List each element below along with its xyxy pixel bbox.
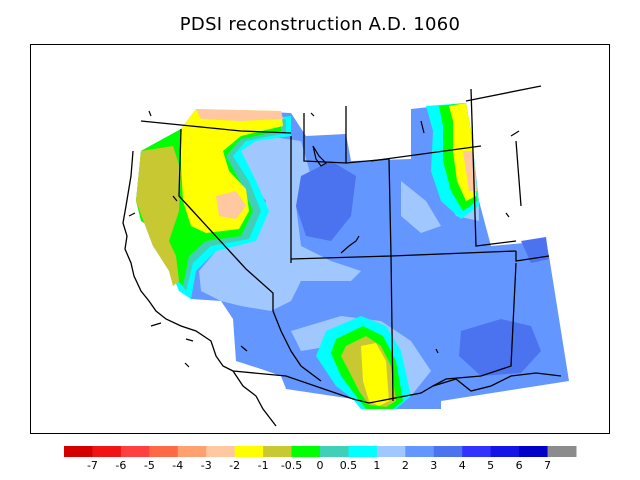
colorbar-bin	[348, 446, 378, 457]
field-dark-blue-1	[296, 161, 356, 241]
colorbar-tick-label: 3	[430, 459, 437, 472]
border-az-nm	[390, 255, 394, 402]
map-panel	[30, 44, 610, 434]
gulf-coast	[272, 310, 322, 382]
pdsi-map	[122, 85, 569, 427]
map-title: PDSI reconstruction A.D. 1060	[179, 14, 461, 35]
colorbar-bin	[405, 446, 435, 457]
colorbar-bin	[490, 446, 520, 457]
colorbar-bin	[64, 446, 93, 457]
colorbar-tick-label: 7	[544, 459, 551, 472]
coastline-west	[122, 150, 234, 372]
border-co-north	[370, 145, 482, 162]
field-light-blue-4	[401, 181, 441, 233]
lake-powell	[340, 235, 360, 254]
field-yellow-left	[181, 109, 283, 233]
border-ok-tx	[515, 251, 550, 262]
colorbar-bin	[234, 446, 264, 457]
field-light-blue-1	[199, 131, 361, 311]
channel-island-3	[240, 345, 248, 352]
field-yellow-south	[361, 343, 389, 406]
border-dakota	[515, 140, 522, 207]
map-water-features	[128, 110, 520, 368]
channel-island-2	[185, 338, 194, 342]
small-lake-3	[505, 212, 510, 218]
border-wy-east	[470, 88, 517, 247]
baja-coast	[232, 370, 277, 427]
colorbar-bin	[177, 446, 207, 457]
field-peach-left	[216, 191, 246, 219]
colorbar-bin	[263, 446, 293, 457]
colorbar-bin	[320, 446, 349, 457]
colorbar-tick-label: -7	[87, 459, 98, 472]
field-dark-blue-2	[459, 319, 541, 376]
colorbar-tick-label: 0	[317, 459, 324, 472]
small-lake-4	[435, 348, 439, 354]
colorbar-tick-label: -1	[258, 459, 269, 472]
colorbar-tick-label: 5	[487, 459, 494, 472]
north-lake-2	[420, 120, 425, 134]
colorbar-tick-label: 6	[516, 459, 523, 472]
map-boundaries	[122, 85, 562, 427]
field-peach-top	[196, 109, 283, 121]
colorbar-tick-label: 4	[459, 459, 466, 472]
field-olive-left	[136, 146, 181, 286]
colorbar-bin	[291, 446, 321, 457]
colorbar-tick-label: -5	[144, 459, 155, 472]
colorbar-bin	[120, 446, 150, 457]
small-lake-2	[184, 362, 190, 368]
channel-island-1	[150, 322, 162, 327]
colorbar-bin	[462, 446, 492, 457]
colorbar-tick-label: -3	[201, 459, 212, 472]
border-north-1	[140, 120, 292, 134]
north-lake-1	[148, 110, 152, 117]
border-ne	[465, 85, 542, 102]
colorbar-bin	[547, 446, 577, 457]
colorbar-bin	[519, 446, 549, 457]
colorbar-bin	[92, 446, 122, 457]
north-lake-3	[510, 130, 520, 137]
border-mexico	[232, 370, 562, 404]
colorbar-bin	[206, 446, 236, 457]
colorbar-tick-label: -4	[172, 459, 183, 472]
colorbar-tick-labels: -7 -6 -5 -4 -3 -2 -1 -0.5 0 0.5 1 2 3 4 5 6 7	[87, 459, 551, 472]
colorbar-tick-label: -6	[115, 459, 126, 472]
colorbar-tick-label: -0.5	[281, 459, 302, 472]
border-ca-nv	[178, 128, 274, 311]
colorbar-bin	[149, 446, 179, 457]
lake-tahoe	[172, 195, 178, 202]
colorbar-bins	[64, 446, 577, 457]
small-lake-1	[128, 212, 136, 217]
north-lake-4	[310, 112, 315, 117]
colorbar-tick-label: 0.5	[340, 459, 358, 472]
pdsi-field	[136, 103, 569, 409]
colorbar-bin	[433, 446, 463, 457]
colorbar-tick-label: 2	[402, 459, 409, 472]
colorbar-tick-label: -2	[229, 459, 240, 472]
colorbar-bin	[376, 446, 406, 457]
colorbar-tick-label: 1	[373, 459, 380, 472]
great-salt-lake	[312, 145, 327, 167]
border-tx-nm	[432, 262, 517, 387]
